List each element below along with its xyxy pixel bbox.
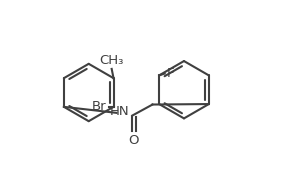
- Text: Br: Br: [92, 100, 106, 113]
- Text: HN: HN: [109, 105, 129, 118]
- Text: F: F: [167, 67, 174, 80]
- Text: CH₃: CH₃: [99, 54, 124, 67]
- Text: O: O: [128, 134, 139, 147]
